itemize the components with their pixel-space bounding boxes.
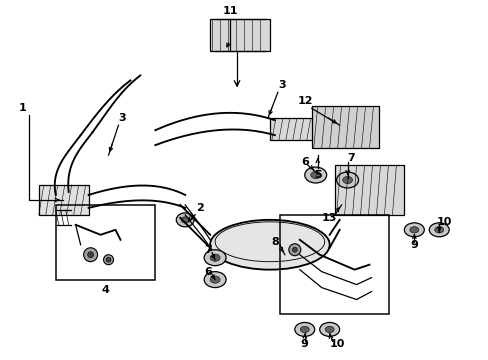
Ellipse shape <box>181 217 189 223</box>
Bar <box>39 185 88 215</box>
Ellipse shape <box>325 326 333 333</box>
Text: 3: 3 <box>119 113 126 123</box>
Ellipse shape <box>404 223 424 237</box>
Ellipse shape <box>428 223 448 237</box>
Ellipse shape <box>434 227 443 233</box>
Ellipse shape <box>336 172 358 188</box>
Text: 3: 3 <box>278 80 285 90</box>
Text: 11: 11 <box>222 6 237 15</box>
Ellipse shape <box>203 272 225 288</box>
Circle shape <box>106 257 111 262</box>
Text: 1: 1 <box>19 103 27 113</box>
Ellipse shape <box>342 176 352 184</box>
Circle shape <box>103 255 113 265</box>
Circle shape <box>288 244 300 256</box>
Text: 2: 2 <box>196 203 203 213</box>
Text: 9: 9 <box>409 240 417 250</box>
Bar <box>56 205 155 280</box>
Circle shape <box>87 252 93 258</box>
Ellipse shape <box>176 213 194 227</box>
Text: 12: 12 <box>297 96 313 106</box>
Text: 7: 7 <box>204 245 212 255</box>
Bar <box>279 215 388 315</box>
Text: 8: 8 <box>270 237 278 247</box>
Text: 4: 4 <box>102 284 109 294</box>
Ellipse shape <box>294 323 314 336</box>
Text: 10: 10 <box>329 339 345 349</box>
Ellipse shape <box>409 227 418 233</box>
Circle shape <box>83 248 98 262</box>
Ellipse shape <box>210 254 220 261</box>
Ellipse shape <box>304 167 326 183</box>
Ellipse shape <box>210 276 220 283</box>
Text: 6: 6 <box>300 157 308 167</box>
Bar <box>311 106 379 148</box>
Circle shape <box>292 247 297 252</box>
Bar <box>210 19 269 50</box>
Text: 5: 5 <box>313 170 321 180</box>
Ellipse shape <box>203 250 225 266</box>
Ellipse shape <box>210 220 329 270</box>
Bar <box>269 118 314 140</box>
Ellipse shape <box>319 323 339 336</box>
Text: 13: 13 <box>321 213 337 223</box>
Ellipse shape <box>310 171 320 179</box>
Text: 6: 6 <box>204 267 212 276</box>
Text: 10: 10 <box>436 217 451 227</box>
Bar <box>334 165 404 215</box>
Ellipse shape <box>300 326 308 333</box>
Text: 9: 9 <box>300 339 308 349</box>
Text: 7: 7 <box>347 153 355 163</box>
